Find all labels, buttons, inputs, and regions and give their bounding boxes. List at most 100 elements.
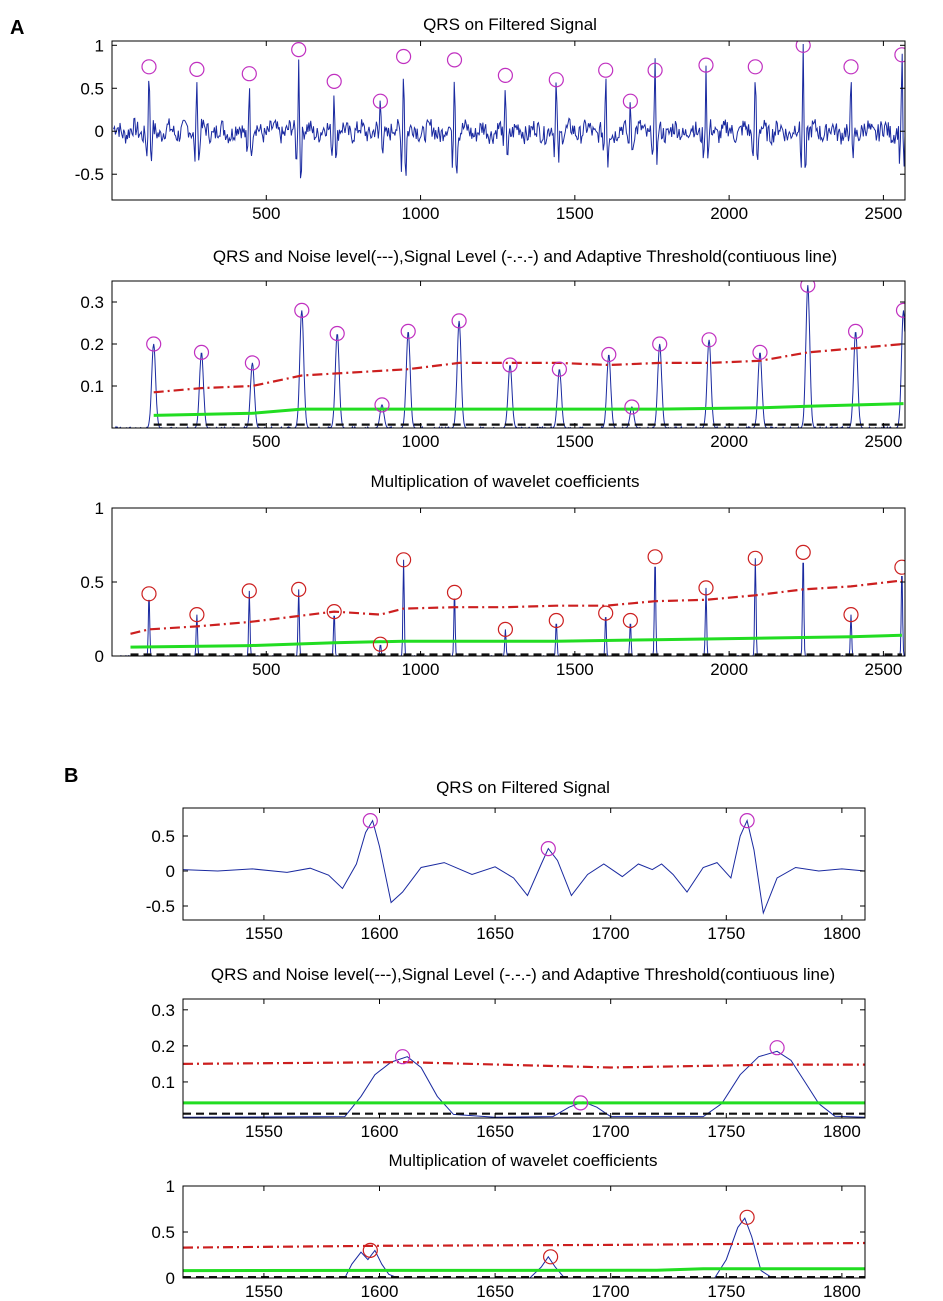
peak-marker bbox=[362, 1242, 378, 1259]
chart-title: QRS and Noise level(---),Signal Level (-… bbox=[213, 247, 837, 266]
signal-trace bbox=[183, 1050, 865, 1118]
x-tick-label: 1500 bbox=[556, 204, 594, 223]
x-tick-label: 1700 bbox=[592, 1282, 630, 1301]
peak-marker bbox=[652, 336, 668, 352]
panel-label-b: B bbox=[64, 765, 78, 787]
peak-marker bbox=[847, 323, 864, 339]
y-tick-label: 0.3 bbox=[80, 293, 104, 312]
plot-area bbox=[183, 1209, 865, 1278]
peak-marker bbox=[698, 580, 714, 596]
x-tick-label: 1650 bbox=[476, 924, 514, 943]
x-tick-label: 1800 bbox=[823, 1282, 861, 1301]
peak-marker bbox=[395, 1049, 411, 1065]
y-tick-label: 1 bbox=[95, 499, 104, 518]
peak-marker bbox=[189, 61, 205, 78]
chart-6: Multiplication of wavelet coefficients 15… bbox=[151, 1151, 866, 1301]
peak-marker bbox=[497, 621, 513, 638]
peak-marker bbox=[502, 357, 518, 373]
threshold-line bbox=[130, 633, 902, 649]
peak-marker bbox=[548, 72, 564, 88]
peak-marker bbox=[241, 583, 257, 599]
axes-box bbox=[111, 40, 906, 201]
chart-2: QRS and Noise level(---),Signal Level (-… bbox=[80, 247, 906, 451]
peak-marker bbox=[622, 93, 639, 109]
peak-marker bbox=[372, 636, 388, 652]
x-tick-label: 1700 bbox=[592, 924, 630, 943]
x-tick-label: 1650 bbox=[476, 1282, 514, 1301]
peak-marker bbox=[551, 361, 568, 377]
peak-marker bbox=[497, 67, 513, 84]
plot-area bbox=[113, 41, 905, 179]
y-tick-label: 0.5 bbox=[80, 79, 104, 98]
chart-title: Multiplication of wavelet coefficients bbox=[371, 472, 640, 491]
peak-marker bbox=[542, 1249, 559, 1265]
peak-marker bbox=[795, 41, 811, 53]
peak-marker bbox=[291, 581, 307, 598]
signal-trace bbox=[113, 43, 905, 179]
peak-marker bbox=[548, 612, 564, 629]
x-tick-label: 2500 bbox=[864, 432, 902, 451]
x-tick-label: 2000 bbox=[710, 660, 748, 679]
plot-area bbox=[113, 281, 905, 428]
x-tick-label: 1700 bbox=[592, 1122, 630, 1141]
signal-level-line bbox=[130, 579, 903, 635]
x-tick-label: 2500 bbox=[864, 204, 902, 223]
y-tick-label: 0.5 bbox=[151, 827, 175, 846]
x-tick-label: 1000 bbox=[402, 660, 440, 679]
y-tick-label: 0.2 bbox=[151, 1037, 175, 1056]
peak-marker bbox=[146, 336, 162, 352]
peak-marker bbox=[747, 59, 763, 75]
chart-3: Multiplication of wavelet coefficients 50… bbox=[80, 472, 906, 679]
x-tick-label: 2000 bbox=[710, 432, 748, 451]
axes-box bbox=[182, 807, 866, 921]
x-tick-label: 1800 bbox=[823, 924, 861, 943]
y-tick-label: 0 bbox=[166, 1269, 175, 1288]
peak-marker bbox=[329, 325, 345, 342]
peak-marker bbox=[701, 332, 717, 348]
peak-marker bbox=[372, 93, 388, 109]
chart-5: QRS and Noise level(---),Signal Level (-… bbox=[151, 965, 866, 1141]
peak-marker bbox=[362, 812, 378, 829]
peak-marker bbox=[647, 549, 663, 565]
threshold-line bbox=[153, 402, 904, 417]
x-tick-label: 1600 bbox=[361, 1282, 399, 1301]
peak-marker bbox=[647, 62, 663, 78]
chart-title: QRS on Filtered Signal bbox=[423, 15, 597, 34]
x-tick-label: 1550 bbox=[245, 924, 283, 943]
x-tick-label: 500 bbox=[252, 432, 280, 451]
signal-trace bbox=[183, 1217, 865, 1278]
axes-box bbox=[111, 280, 906, 429]
peak-marker bbox=[739, 812, 755, 829]
x-tick-label: 1750 bbox=[707, 924, 745, 943]
peak-marker bbox=[895, 302, 905, 318]
peak-marker bbox=[800, 281, 816, 293]
signal-trace bbox=[183, 819, 865, 915]
y-tick-label: 0 bbox=[95, 122, 104, 141]
plot-area bbox=[113, 544, 905, 656]
chart-title: Multiplication of wavelet coefficients bbox=[389, 1151, 658, 1170]
plot-area bbox=[183, 1040, 865, 1118]
peak-marker bbox=[446, 52, 463, 68]
peak-marker bbox=[141, 59, 157, 75]
y-tick-label: 0.5 bbox=[151, 1223, 175, 1242]
peak-marker bbox=[622, 612, 639, 629]
axes-box bbox=[182, 998, 866, 1119]
x-tick-label: 1500 bbox=[556, 660, 594, 679]
x-tick-label: 1800 bbox=[823, 1122, 861, 1141]
x-tick-label: 1000 bbox=[402, 432, 440, 451]
x-tick-label: 1650 bbox=[476, 1122, 514, 1141]
y-tick-label: 0.1 bbox=[151, 1073, 175, 1092]
y-tick-label: 0 bbox=[166, 862, 175, 881]
peak-marker bbox=[598, 62, 614, 78]
x-tick-label: 2000 bbox=[710, 204, 748, 223]
chart-1: QRS on Filtered Signal 500 1000 1500 2000 250… bbox=[75, 15, 906, 223]
peak-marker bbox=[747, 550, 763, 566]
x-tick-label: 1750 bbox=[707, 1282, 745, 1301]
chart-4: QRS on Filtered Signal 1550 1600 1650 1700 17… bbox=[146, 778, 866, 943]
x-tick-label: 1600 bbox=[361, 1122, 399, 1141]
peak-marker bbox=[141, 586, 157, 602]
peak-marker bbox=[189, 606, 205, 623]
plot-area bbox=[183, 812, 865, 915]
